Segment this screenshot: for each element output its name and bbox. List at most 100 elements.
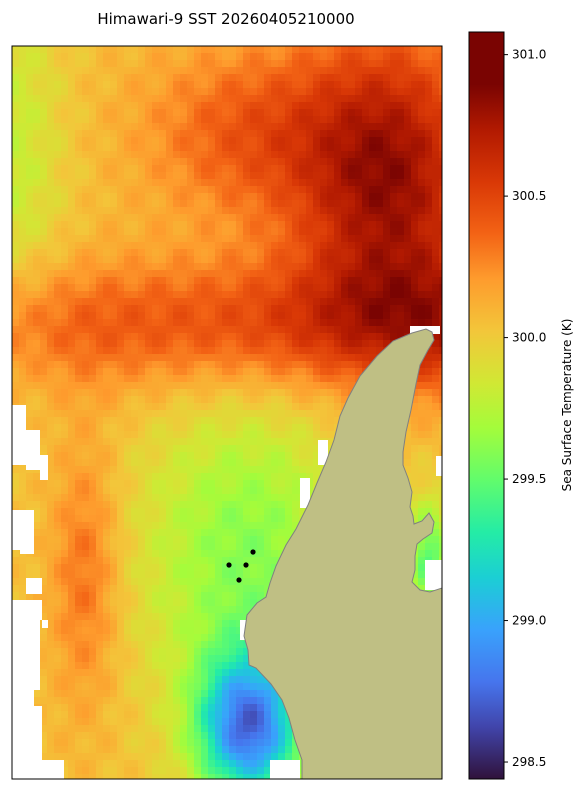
sst-cell [236, 151, 244, 159]
sst-cell [61, 473, 69, 481]
sst-cell [61, 585, 69, 593]
sst-cell [201, 417, 209, 425]
sst-cell [103, 389, 111, 397]
sst-cell [131, 543, 139, 551]
sst-cell [439, 417, 442, 425]
sst-cell [89, 158, 97, 166]
sst-cell [166, 347, 174, 355]
sst-cell [348, 326, 356, 334]
sst-cell [117, 459, 125, 467]
sst-cell [82, 599, 90, 607]
sst-cell [299, 249, 307, 257]
sst-cell [26, 375, 34, 383]
sst-cell [348, 298, 356, 306]
sst-cell [320, 249, 328, 257]
sst-cell [376, 298, 384, 306]
sst-cell [313, 165, 321, 173]
sst-cell [82, 179, 90, 187]
sst-cell [348, 207, 356, 215]
sst-cell [208, 508, 216, 516]
sst-cell [96, 130, 104, 138]
sst-cell [145, 46, 153, 54]
sst-cell [278, 312, 286, 320]
sst-cell [208, 333, 216, 341]
sst-cell [390, 333, 398, 341]
sst-cell [390, 200, 398, 208]
sst-cell [110, 291, 118, 299]
sst-cell [187, 109, 195, 117]
sst-cell [166, 95, 174, 103]
sst-cell [348, 144, 356, 152]
sst-cell [124, 67, 132, 75]
sst-cell [26, 368, 34, 376]
sst-cell [285, 186, 293, 194]
sst-cell [320, 228, 328, 236]
sst-cell [425, 172, 433, 180]
sst-cell [432, 410, 440, 418]
sst-cell [110, 256, 118, 264]
sst-cell [439, 340, 442, 348]
sst-cell [215, 536, 223, 544]
sst-cell [208, 557, 216, 565]
sst-cell [236, 508, 244, 516]
sst-cell [110, 340, 118, 348]
sst-cell [264, 53, 272, 61]
sst-cell [215, 438, 223, 446]
sst-cell [362, 235, 370, 243]
sst-cell [299, 74, 307, 82]
sst-cell [208, 410, 216, 418]
sst-cell [159, 529, 167, 537]
sst-cell [173, 270, 181, 278]
sst-cell [68, 557, 76, 565]
sst-cell [320, 417, 328, 425]
sst-cell [12, 158, 20, 166]
sst-cell [173, 403, 181, 411]
sst-cell [201, 256, 209, 264]
sst-cell [173, 221, 181, 229]
sst-cell [348, 102, 356, 110]
sst-cell [243, 242, 251, 250]
sst-cell [397, 305, 405, 313]
sst-cell [313, 95, 321, 103]
sst-cell [68, 200, 76, 208]
sst-cell [12, 305, 20, 313]
sst-cell [362, 151, 370, 159]
sst-cell [306, 445, 314, 453]
sst-cell [222, 165, 230, 173]
sst-cell [26, 564, 34, 572]
sst-cell [362, 312, 370, 320]
sst-cell [82, 382, 90, 390]
sst-cell [222, 452, 230, 460]
sst-cell [215, 60, 223, 68]
sst-cell [75, 396, 83, 404]
sst-cell [334, 165, 342, 173]
sst-cell [243, 144, 251, 152]
sst-cell [383, 151, 391, 159]
sst-cell [292, 74, 300, 82]
sst-cell [334, 298, 342, 306]
sst-cell [271, 340, 279, 348]
sst-cell [201, 494, 209, 502]
sst-cell [131, 501, 139, 509]
sst-cell [306, 256, 314, 264]
sst-cell [201, 207, 209, 215]
sst-cell [229, 228, 237, 236]
sst-cell [257, 585, 265, 593]
sst-cell [103, 151, 111, 159]
sst-cell [166, 543, 174, 551]
sst-cell [68, 515, 76, 523]
sst-cell [19, 473, 27, 481]
sst-cell [75, 557, 83, 565]
sst-cell [271, 501, 279, 509]
sst-cell [159, 557, 167, 565]
sst-cell [68, 487, 76, 495]
sst-cell [390, 130, 398, 138]
sst-cell [75, 284, 83, 292]
sst-cell [138, 340, 146, 348]
sst-cell [236, 564, 244, 572]
sst-cell [103, 410, 111, 418]
sst-cell [12, 557, 20, 565]
sst-cell [236, 592, 244, 600]
sst-cell [208, 592, 216, 600]
sst-cell [355, 137, 363, 145]
